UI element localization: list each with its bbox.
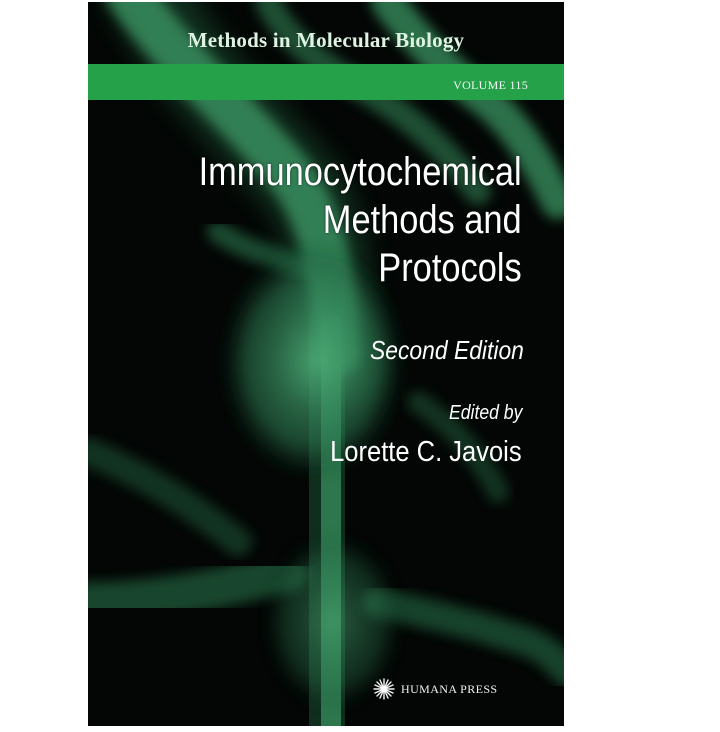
- publisher-logo: HUMANA PRESS: [373, 678, 498, 700]
- book-cover: Methods in Molecular Biology VOLUME 115 …: [88, 2, 564, 726]
- series-band: [88, 64, 564, 100]
- book-title: Immunocytochemical Methods and Protocols: [199, 148, 522, 292]
- volume-label: VOLUME 115: [453, 78, 528, 92]
- book-title-line-1: Immunocytochemical: [198, 150, 522, 194]
- starburst-icon: [373, 678, 395, 700]
- fluorescence-micrograph: [88, 2, 564, 726]
- book-title-line-3: Protocols: [378, 246, 522, 290]
- editor-name: Lorette C. Javois: [330, 436, 522, 468]
- edited-by-label: Edited by: [448, 402, 522, 424]
- book-title-line-2: Methods and: [323, 198, 522, 242]
- series-title: Methods in Molecular Biology: [187, 28, 465, 52]
- edition-label: Second Edition: [370, 335, 524, 365]
- publisher-name: HUMANA PRESS: [401, 681, 498, 696]
